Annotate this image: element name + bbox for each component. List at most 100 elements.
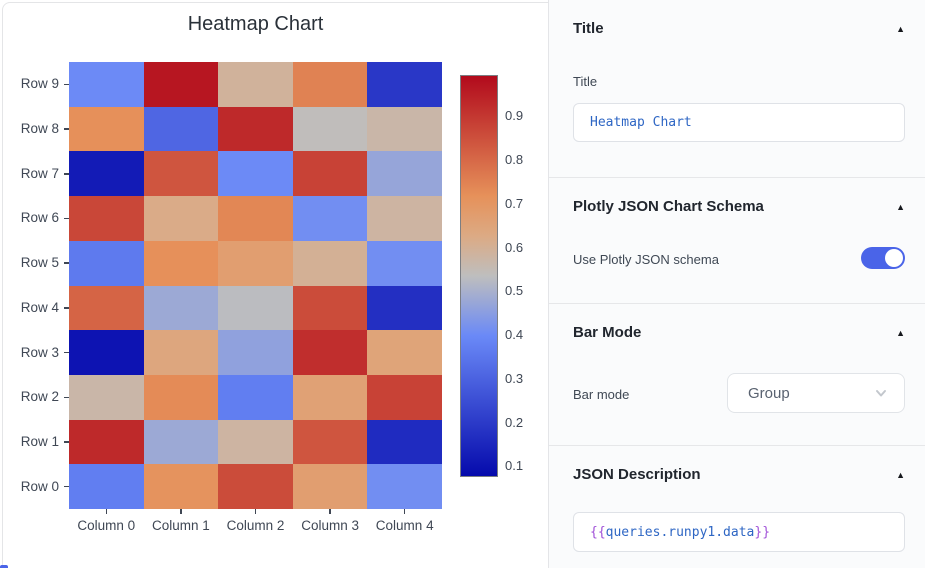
toggle-knob bbox=[885, 249, 903, 267]
colorbar-tick-label: 0.7 bbox=[505, 195, 524, 211]
heatmap-cell bbox=[69, 151, 144, 197]
heatmap-cell bbox=[292, 151, 368, 197]
heatmap-cell bbox=[367, 240, 442, 286]
chart-card[interactable]: Heatmap Chart Row 9 Row 8 Row 7 Row 6 Row 5 R… bbox=[2, 2, 558, 568]
collapse-triangle-icon[interactable]: ▲ bbox=[896, 469, 905, 480]
heatmap-grid bbox=[69, 62, 442, 509]
y-axis-tick bbox=[64, 262, 69, 264]
colorbar bbox=[460, 75, 498, 477]
y-axis-label: Row 8 bbox=[20, 121, 59, 137]
colorbar-tick-label: 0.2 bbox=[505, 414, 524, 430]
heatmap-cell bbox=[367, 151, 442, 197]
heatmap-cell bbox=[218, 419, 293, 465]
colorbar-tick-label: 0.3 bbox=[505, 370, 524, 386]
y-axis-tick bbox=[64, 396, 69, 398]
x-axis-label: Column 2 bbox=[226, 518, 285, 533]
heatmap-cell bbox=[367, 62, 442, 107]
y-axis-tick bbox=[64, 485, 69, 488]
x-axis-tick bbox=[403, 509, 406, 514]
y-axis-tick bbox=[64, 217, 69, 220]
heatmap-cell bbox=[143, 62, 219, 107]
heatmap-cell bbox=[218, 151, 293, 197]
colorbar-tick-label: 0.1 bbox=[505, 458, 524, 474]
heatmap-cell bbox=[69, 419, 144, 465]
heatmap-cell bbox=[143, 196, 219, 241]
section-json-description: JSON Description ▲ {{queries.runpy1.data… bbox=[549, 446, 925, 568]
heatmap-cell bbox=[218, 62, 293, 107]
y-axis-tick bbox=[64, 128, 69, 130]
heatmap-cell bbox=[143, 240, 219, 286]
heatmap-cell bbox=[143, 464, 219, 509]
heatmap-cell bbox=[218, 106, 293, 152]
section-heading: Title bbox=[573, 20, 604, 37]
use-plotly-schema-toggle[interactable] bbox=[861, 247, 905, 269]
template-expression: queries.runpy1.data bbox=[605, 524, 755, 540]
chart-title: Heatmap Chart bbox=[187, 13, 324, 35]
heatmap-cell bbox=[367, 464, 442, 509]
heatmap-cell bbox=[218, 374, 293, 420]
y-axis-tick bbox=[64, 173, 69, 175]
colorbar-tick-label: 0.5 bbox=[505, 283, 524, 299]
section-header[interactable]: Plotly JSON Chart Schema ▲ bbox=[573, 198, 905, 215]
y-axis-tick bbox=[64, 307, 69, 309]
y-axis-label: Row 3 bbox=[20, 344, 59, 360]
y-axis-label: Row 6 bbox=[20, 210, 59, 226]
heatmap-cell bbox=[218, 330, 293, 375]
section-heading: Plotly JSON Chart Schema bbox=[573, 198, 764, 215]
section-header[interactable]: Bar Mode ▲ bbox=[573, 324, 905, 341]
heatmap-cell bbox=[69, 285, 144, 331]
bar-mode-value: Group bbox=[748, 384, 790, 402]
section-header[interactable]: Title ▲ bbox=[573, 20, 905, 37]
title-field-label: Title bbox=[573, 74, 598, 89]
inspector-panel: Title ▲ Title Heatmap Chart Plotly JSON … bbox=[548, 0, 925, 568]
title-input[interactable]: Heatmap Chart bbox=[573, 103, 905, 142]
heatmap-cell bbox=[143, 106, 219, 152]
collapse-triangle-icon[interactable]: ▲ bbox=[896, 201, 905, 212]
y-axis-label: Row 2 bbox=[20, 389, 59, 405]
heatmap-cell bbox=[292, 419, 368, 465]
collapse-triangle-icon[interactable]: ▲ bbox=[896, 327, 905, 338]
template-brace-open: {{ bbox=[590, 524, 606, 540]
heatmap-cell bbox=[292, 62, 368, 107]
heatmap-cell bbox=[367, 374, 442, 420]
y-axis-label: Row 1 bbox=[20, 433, 59, 449]
section-plotly-json-schema: Plotly JSON Chart Schema ▲ Use Plotly JS… bbox=[549, 178, 925, 304]
heatmap-cell bbox=[292, 330, 368, 375]
collapse-triangle-icon[interactable]: ▲ bbox=[896, 23, 905, 34]
section-header[interactable]: JSON Description ▲ bbox=[573, 466, 905, 483]
heatmap-cell bbox=[218, 285, 293, 331]
heatmap-cell bbox=[292, 240, 368, 286]
chevron-down-icon bbox=[876, 390, 886, 397]
section-bar-mode: Bar Mode ▲ Bar mode Group bbox=[549, 304, 925, 446]
y-axis-label: Row 5 bbox=[20, 255, 59, 271]
heatmap-cell bbox=[143, 419, 219, 465]
y-axis-label: Row 7 bbox=[20, 165, 59, 181]
heatmap-cell bbox=[143, 285, 219, 331]
heatmap-cell bbox=[69, 62, 144, 107]
heatmap-cell bbox=[292, 464, 368, 509]
json-description-input[interactable]: {{queries.runpy1.data}} bbox=[573, 512, 905, 552]
title-input-value: Heatmap Chart bbox=[590, 115, 692, 130]
heatmap-cell bbox=[69, 196, 144, 241]
x-axis-tick bbox=[329, 509, 331, 514]
template-brace-close: }} bbox=[754, 524, 771, 540]
heatmap-cell bbox=[143, 151, 219, 197]
section-heading: Bar Mode bbox=[573, 324, 642, 341]
heatmap-cell bbox=[218, 464, 293, 509]
y-axis-label: Row 4 bbox=[20, 299, 59, 315]
y-axis-tick bbox=[64, 83, 69, 86]
colorbar-tick-label: 0.4 bbox=[505, 327, 524, 343]
y-axis-label: Row 9 bbox=[20, 76, 59, 92]
x-axis-label: Column 3 bbox=[301, 518, 359, 533]
x-axis-label: Column 0 bbox=[77, 518, 136, 533]
x-axis-tick bbox=[180, 509, 182, 514]
section-title: Title ▲ Title Heatmap Chart bbox=[549, 0, 925, 178]
y-axis-tick bbox=[64, 441, 69, 443]
heatmap-cell bbox=[218, 196, 293, 241]
x-axis-tick bbox=[105, 509, 108, 514]
selection-handle[interactable] bbox=[0, 565, 8, 568]
bar-mode-select[interactable]: Group bbox=[727, 373, 905, 413]
heatmap-cell bbox=[292, 196, 368, 241]
heatmap-cell bbox=[143, 374, 219, 420]
